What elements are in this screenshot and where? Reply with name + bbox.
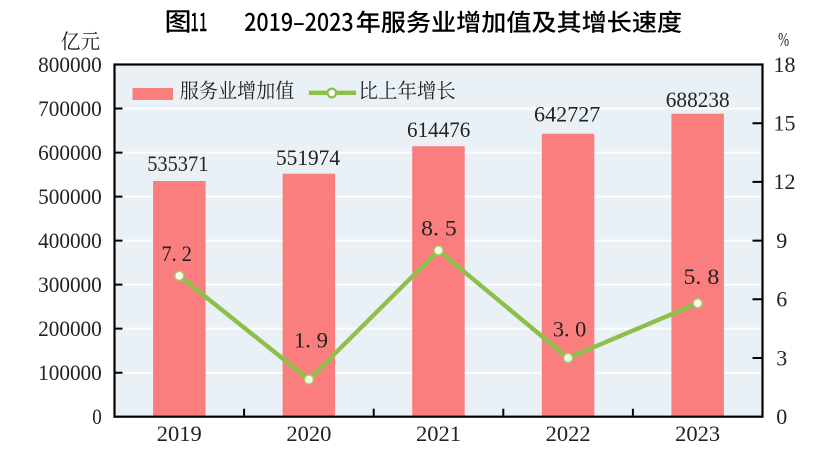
svg-text:200000: 200000 xyxy=(38,316,102,341)
svg-text:5. 8: 5. 8 xyxy=(684,264,720,289)
svg-text:8. 5: 8. 5 xyxy=(421,215,457,240)
svg-text:2019: 2019 xyxy=(157,421,202,446)
svg-text:700000: 700000 xyxy=(38,96,102,121)
svg-text:2020: 2020 xyxy=(286,421,331,446)
svg-text:3. 0: 3. 0 xyxy=(553,317,586,342)
svg-text:400000: 400000 xyxy=(38,228,102,253)
svg-text:12: 12 xyxy=(774,169,796,194)
svg-text:18: 18 xyxy=(774,52,796,77)
svg-text:551974: 551974 xyxy=(276,145,340,170)
svg-text:600000: 600000 xyxy=(38,140,102,165)
svg-text:%: % xyxy=(778,29,789,51)
svg-text:500000: 500000 xyxy=(38,184,102,209)
svg-text:2021: 2021 xyxy=(416,421,461,446)
svg-text:100000: 100000 xyxy=(38,360,102,385)
svg-text:9: 9 xyxy=(776,228,787,253)
svg-text:688238: 688238 xyxy=(666,87,730,112)
svg-text:15: 15 xyxy=(774,111,796,136)
svg-text:535371: 535371 xyxy=(147,151,208,176)
svg-text:300000: 300000 xyxy=(38,272,102,297)
svg-text:2022: 2022 xyxy=(546,421,591,446)
svg-text:0: 0 xyxy=(92,404,102,429)
svg-text:7. 2: 7. 2 xyxy=(162,241,192,266)
svg-text:3: 3 xyxy=(776,345,787,370)
svg-text:6: 6 xyxy=(776,287,787,312)
svg-text:642727: 642727 xyxy=(534,102,600,127)
svg-text:1. 9: 1. 9 xyxy=(294,328,328,353)
svg-text:2023: 2023 xyxy=(675,421,720,446)
svg-text:800000: 800000 xyxy=(38,52,102,77)
svg-text:0: 0 xyxy=(776,404,787,429)
svg-text:614476: 614476 xyxy=(407,117,470,142)
